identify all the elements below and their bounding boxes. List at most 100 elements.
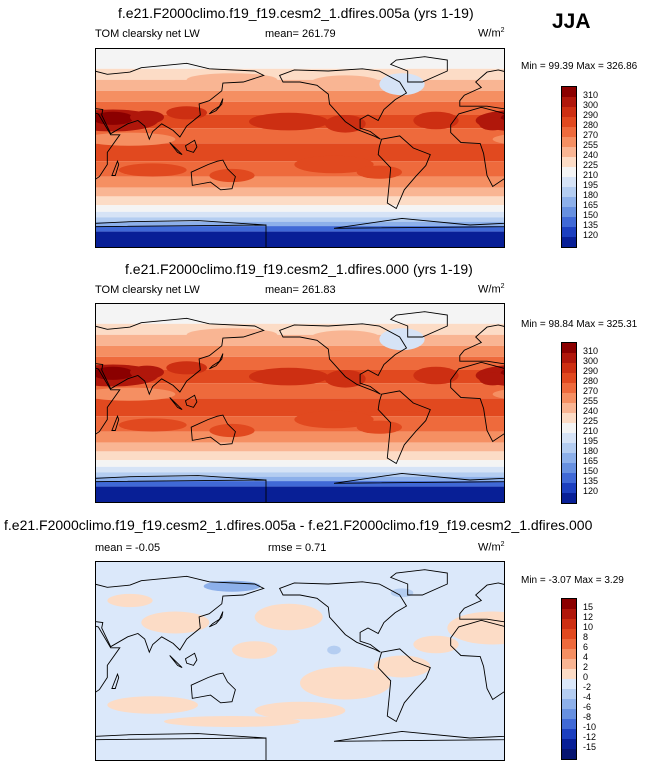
colorbar-tick-label: 135 [583,220,599,230]
continent-outline [377,390,431,465]
warm-region [294,155,374,174]
colorbar-swatch [562,413,576,423]
continent-outline [190,414,236,446]
lat-band [96,231,504,247]
colorbar-tick-label: 255 [583,140,599,150]
lat-band [96,451,504,461]
colorbar-swatch [562,363,576,373]
anomaly-negative [390,588,414,598]
panel1-mean-label: mean= 261.79 [265,28,336,40]
colorbar-tick-label: -15 [583,742,597,752]
colorbar-tick-label: 225 [583,160,599,170]
continent-outline [184,652,198,666]
lat-band [96,226,504,232]
colorbar-swatch [562,403,576,413]
colorbar-swatch [562,343,576,353]
continent-outline [190,672,236,704]
colorbar-swatch [562,463,576,473]
colorbar-swatch [562,227,576,237]
colorbar-tick-label: 10 [583,622,594,632]
colorbar-swatch [562,629,576,639]
colorbar-tick-label: 240 [583,406,599,416]
lat-band [96,217,504,222]
colorbar-swatch [562,719,576,729]
lat-band [96,187,504,197]
colorbar-tick-label: -12 [583,732,597,742]
continent-outline [96,575,265,654]
warm-region [311,330,380,344]
lat-band [96,323,504,335]
lat-band [96,460,504,467]
warm-region [356,420,403,434]
continent-outline [208,98,224,115]
lat-band [96,304,504,324]
colorbar-tick-label: 180 [583,446,599,456]
colorbar-tick-label: -8 [583,712,592,722]
panel1-map [95,48,505,248]
continent-outline [450,106,504,188]
colorbar-swatch [562,97,576,107]
panel2-minmax: Min = 98.84 Max = 325.31 [521,319,638,330]
lat-band [96,334,504,346]
colorbar-tick-label: 135 [583,476,599,486]
continent-outline [278,68,408,140]
colorbar-tick-label: 6 [583,642,589,652]
panel3-minmax: Min = -3.07 Max = 3.29 [521,575,624,586]
panel1-minmax: Min = 99.39 Max = 326.86 [521,61,638,72]
colorbar-tick-label: 310 [583,90,599,100]
colorbar-swatch [562,237,576,247]
warm-region [166,361,208,375]
warm-region [311,75,380,89]
colorbar-tick-label: 300 [583,356,599,366]
colorbar-swatch [562,729,576,739]
continent-outline [184,394,198,408]
colorbar-swatch [562,127,576,137]
colorbar-tick-label: 255 [583,396,599,406]
continent-outline [96,625,121,693]
continent-outline [333,730,504,742]
continent-outline [333,217,504,229]
warm-region [96,387,176,401]
warm-region [379,73,425,96]
colorbar-swatch [562,599,576,609]
colorbar-swatch [562,649,576,659]
colorbar-swatch [562,177,576,187]
continent-outline [450,619,504,701]
continent-outline [96,733,267,760]
colorbar-swatch [562,393,576,403]
warm-region [209,423,255,438]
colorbar-tick-label: 120 [583,230,599,240]
colorbar-swatch [562,483,576,493]
panel2-mean-label: mean= 261.83 [265,284,336,296]
colorbar-tick-label: 2 [583,662,589,672]
colorbar-swatch [562,739,576,749]
lat-band [96,431,504,443]
panel3-mean-label: mean = -0.05 [95,542,161,554]
warm-region [186,73,278,87]
continent-outline [96,112,121,180]
panel1-units: W/m2 [478,27,505,40]
warm-region [96,132,176,146]
panel3-map [95,561,505,761]
warm-region [249,112,329,131]
colorbar-swatch [562,493,576,503]
continent-outline [96,367,121,435]
colorbar-tick-label: 300 [583,100,599,110]
colorbar-tick-label: 4 [583,652,589,662]
colorbar-swatch [562,383,576,393]
colorbar-tick-label: 270 [583,130,599,140]
map-background [96,562,504,760]
colorbar-swatch [562,157,576,167]
colorbar-tick-label: 225 [583,416,599,426]
lat-band [96,49,504,69]
colorbar-swatch [562,167,576,177]
colorbar-tick-label: 0 [583,672,589,682]
lat-band [96,398,504,417]
colorbar-tick-label: 165 [583,200,599,210]
continent-outline [111,672,120,689]
colorbar-tick-label: 240 [583,150,599,160]
continent-outline [96,475,267,502]
colorbar-swatch [562,639,576,649]
lat-band [96,345,504,357]
lat-band [96,472,504,477]
